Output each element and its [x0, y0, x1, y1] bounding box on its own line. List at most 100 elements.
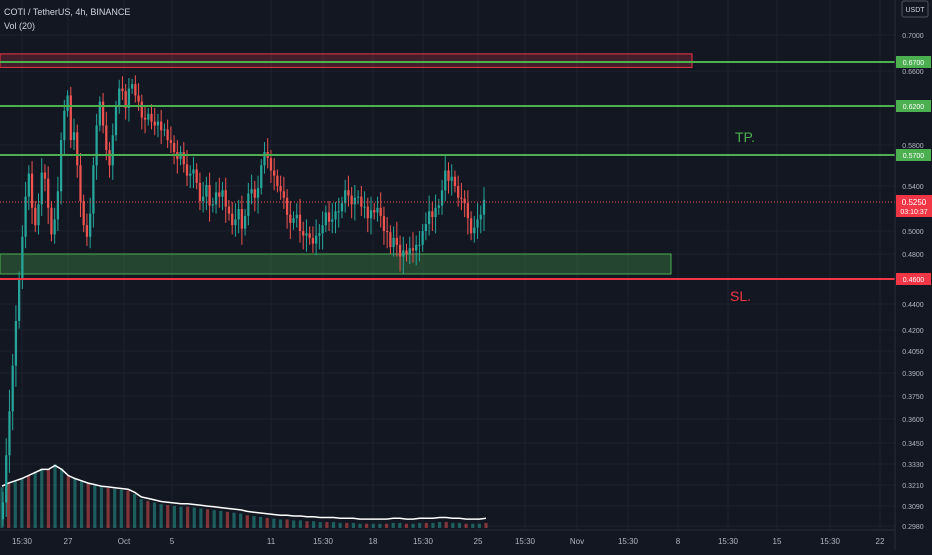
- time-tick-label: 18: [369, 537, 378, 546]
- candle-body: [8, 411, 11, 456]
- candle-body: [24, 196, 27, 237]
- price-tick-label: 0.4400: [902, 302, 924, 309]
- volume-bar: [33, 471, 37, 528]
- candle-body: [137, 95, 140, 102]
- last-price-tag: 0.5250 03:10:37: [896, 195, 932, 217]
- candle-body: [85, 225, 89, 237]
- volume-bar: [212, 510, 216, 528]
- price-tick-label: 0.3900: [902, 371, 924, 378]
- time-axis[interactable]: 15:30 27 Oct 5 11 15:30 18 15:30 25 15:30 Nov 15:30…: [12, 537, 885, 546]
- time-tick-label: Oct: [118, 537, 131, 546]
- time-tick-label: 15:30: [413, 537, 434, 546]
- volume-bar: [371, 523, 375, 528]
- candle-body: [382, 215, 386, 231]
- time-tick-label: Nov: [570, 537, 584, 546]
- level-labels: 0.6700 0.6200 0.5700 0.4600: [896, 56, 931, 285]
- candle-body: [43, 172, 47, 179]
- time-tick-label: 27: [64, 537, 73, 546]
- candle-body: [192, 169, 195, 174]
- volume-bar: [106, 488, 110, 528]
- candle-body: [156, 121, 160, 126]
- volume-bar: [26, 475, 31, 528]
- price-axis[interactable]: 0.7000 0.6600 0.5800 0.5400 0.5000 0.4800 0.44…: [902, 33, 924, 531]
- candle-body: [405, 250, 408, 254]
- volume-legend: Vol (20): [4, 21, 35, 31]
- candle-body: [169, 140, 172, 144]
- volume-bar: [86, 483, 90, 528]
- candle-body: [72, 132, 76, 141]
- volume-bar: [239, 513, 243, 528]
- candle-body: [369, 210, 373, 219]
- candle-body: [447, 170, 450, 181]
- candle-body: [92, 165, 95, 214]
- candle-body: [237, 208, 240, 220]
- currency-badge[interactable]: USDT: [901, 0, 929, 18]
- price-tick-label: 0.3090: [902, 504, 924, 511]
- candle-body: [392, 237, 395, 248]
- candle-body: [114, 106, 118, 136]
- volume-bar: [298, 520, 302, 528]
- candle-body: [79, 165, 82, 201]
- candle-body: [1, 502, 5, 520]
- volume-bar: [252, 516, 256, 528]
- volume-bar: [484, 522, 488, 528]
- candle-body: [160, 121, 163, 131]
- candle-body: [21, 236, 24, 279]
- candle-body: [227, 206, 231, 214]
- volume-bar: [265, 517, 269, 528]
- candle-body: [482, 199, 486, 215]
- volume-bar: [46, 468, 51, 528]
- candle-body: [285, 197, 289, 215]
- candle-body: [444, 170, 447, 191]
- candle-body: [130, 84, 134, 89]
- volume-bar: [159, 504, 163, 528]
- candle-body: [250, 189, 253, 194]
- candle-body: [337, 211, 340, 213]
- time-tick-label: 11: [267, 537, 276, 546]
- time-tick-label: 22: [876, 537, 885, 546]
- candle-body: [469, 218, 473, 234]
- candle-body: [140, 101, 143, 118]
- candle-body: [34, 207, 37, 226]
- candle-body: [437, 205, 440, 208]
- candle-body: [427, 211, 431, 225]
- volume-bar: [245, 515, 249, 528]
- price-tick-label: 0.3330: [902, 462, 924, 469]
- volume-bar: [384, 523, 389, 528]
- volume-bar: [338, 522, 342, 528]
- volume-bar: [60, 468, 64, 528]
- volume-bar: [331, 522, 336, 528]
- time-tick-label: 25: [474, 537, 483, 546]
- price-tick-label: 0.5400: [902, 184, 924, 191]
- candle-body: [111, 135, 114, 166]
- volume-bar: [378, 523, 382, 528]
- candle-body: [476, 219, 479, 228]
- time-tick-label: 15:30: [313, 537, 334, 546]
- candle-body: [434, 207, 437, 218]
- candle-body: [321, 225, 324, 234]
- price-tick-label: 0.3450: [902, 441, 924, 448]
- candle-body: [350, 195, 353, 205]
- volume-bar: [325, 522, 329, 528]
- volume-bar: [345, 522, 349, 528]
- candle-body: [108, 150, 111, 166]
- candle-body: [421, 231, 424, 245]
- price-tick-label: 0.5800: [902, 143, 924, 150]
- candle-body: [479, 214, 482, 220]
- level-tag: [896, 100, 931, 112]
- candle-body: [308, 233, 311, 238]
- zones: [0, 53, 693, 275]
- candle-body: [276, 175, 279, 186]
- volume-bar: [272, 518, 276, 528]
- candle-body: [305, 233, 308, 236]
- price-tick-label: 0.3210: [902, 483, 924, 490]
- level-tag-label: 0.4600: [903, 277, 925, 284]
- candle-body: [40, 172, 43, 205]
- candle-body: [282, 191, 285, 198]
- candle-body: [318, 233, 321, 236]
- candle-body: [105, 125, 108, 150]
- volume-bars: [0, 464, 488, 528]
- volume-bar: [464, 523, 468, 528]
